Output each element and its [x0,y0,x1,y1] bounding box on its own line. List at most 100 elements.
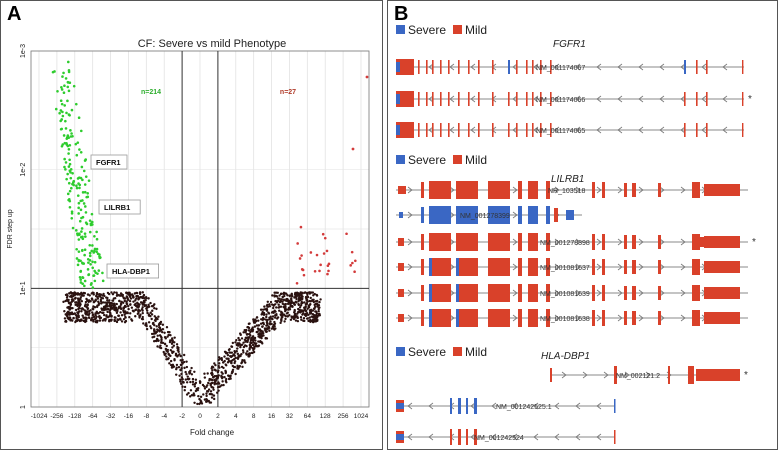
point-not-significant [255,344,259,348]
panel-b: B Severe Mild FGFR1 NM_001174067 NM_00117406… [387,0,778,450]
point-down-regulated [79,235,83,239]
point-not-significant [260,340,263,344]
point-not-significant [165,325,169,329]
point-up-regulated [315,253,319,257]
point-down-regulated [78,275,82,279]
point-not-significant [272,304,275,308]
point-not-significant [189,380,192,384]
strand-arrow [533,433,539,441]
point-not-significant [123,304,127,308]
point-not-significant [203,387,207,390]
point-down-regulated [77,116,81,120]
point-not-significant [246,325,249,329]
point-not-significant [313,305,317,309]
point-not-significant [244,340,247,343]
point-not-significant [285,292,288,295]
point-up-regulated [354,259,357,263]
point-not-significant [65,293,69,296]
exon-block [468,123,470,137]
exon-block [488,284,510,302]
point-not-significant [242,331,245,334]
point-up-regulated [313,269,317,273]
point-not-significant [279,321,282,325]
exon-block [692,237,704,247]
point-not-significant [182,353,186,357]
point-not-significant [92,315,96,319]
point-down-regulated [71,182,74,186]
point-not-significant [245,344,248,348]
strand-arrow [470,433,476,441]
point-not-significant [97,315,100,318]
point-down-regulated [95,237,99,241]
point-not-significant [96,312,99,315]
point-not-significant [182,381,185,384]
strand-arrow [449,314,455,322]
point-not-significant [217,369,220,372]
strand-arrow [680,186,686,194]
point-down-regulated [60,88,64,91]
point-not-significant [153,330,156,333]
point-not-significant [271,317,274,321]
exon-block [526,60,528,74]
point-not-significant [269,300,273,304]
point-not-significant [280,310,283,314]
point-not-significant [94,312,97,315]
point-not-significant [193,394,196,397]
exon-block [592,310,595,326]
point-not-significant [186,377,190,381]
point-not-significant [88,294,91,297]
point-not-significant [79,292,82,296]
point-not-significant [130,318,133,321]
point-not-significant [228,348,231,351]
point-not-significant [303,291,306,294]
exon-block [602,234,605,250]
point-not-significant [241,358,244,362]
point-not-significant [287,300,291,303]
point-down-regulated [75,257,79,260]
point-not-significant [139,313,142,316]
strand-arrow [407,402,413,410]
point-not-significant [134,308,137,312]
strand-arrow [533,63,539,71]
point-down-regulated [79,259,82,263]
point-not-significant [181,358,184,362]
point-not-significant [123,320,127,324]
point-not-significant [192,392,195,395]
point-up-regulated [326,264,330,268]
point-not-significant [301,313,304,316]
point-not-significant [288,294,291,298]
point-not-significant [216,385,220,389]
point-not-significant [106,299,109,302]
point-down-regulated [67,152,70,155]
point-down-regulated [66,99,69,103]
point-not-significant [129,303,132,306]
strand-arrow [638,263,644,271]
point-not-significant [191,383,195,386]
point-down-regulated [77,206,80,210]
x-tick-label: 1024 [354,413,369,420]
point-not-significant [159,341,163,344]
point-not-significant [160,338,163,341]
point-down-regulated [63,84,66,88]
point-down-regulated [84,211,88,214]
point-down-regulated [81,191,85,194]
point-not-significant [249,345,253,349]
x-tick-label: -1024 [31,413,48,420]
point-not-significant [99,300,103,303]
strand-arrow [680,63,686,71]
point-not-significant [199,380,202,384]
strand-arrow [701,95,707,103]
point-not-significant [247,329,251,332]
point-not-significant [244,361,247,364]
point-up-regulated [295,281,299,285]
strand-arrow [561,371,567,379]
point-not-significant [183,389,186,392]
point-not-significant [144,295,148,299]
point-not-significant [89,319,93,322]
point-not-significant [66,316,70,320]
point-down-regulated [81,276,84,279]
point-not-significant [124,297,127,300]
point-not-significant [149,301,152,305]
exon-block [458,398,461,414]
strand-arrow [617,95,623,103]
